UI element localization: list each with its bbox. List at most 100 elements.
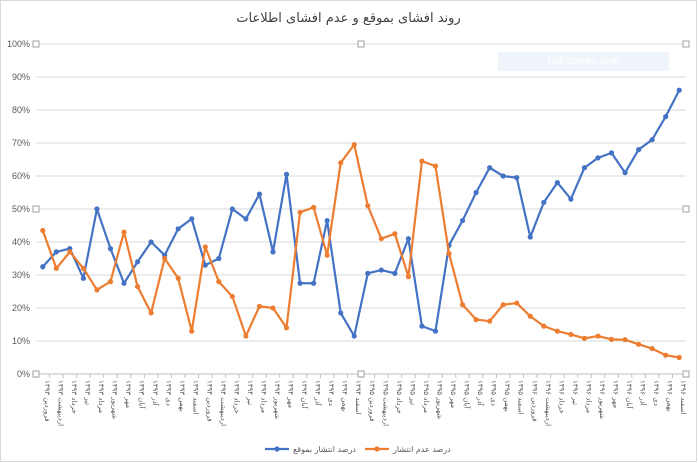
data-point-1 (270, 305, 276, 311)
data-point-0 (80, 275, 86, 281)
y-tick-label: 0% (17, 369, 30, 379)
data-point-1 (175, 275, 181, 281)
resize-handle[interactable] (357, 370, 365, 378)
data-point-0 (392, 270, 398, 276)
data-point-1 (636, 341, 642, 347)
data-point-1 (134, 283, 141, 290)
data-point-1 (595, 333, 601, 339)
x-tick-label: تیر ۱۳۹۶ (571, 380, 579, 405)
data-point-0 (297, 280, 303, 286)
data-point-0 (40, 264, 46, 270)
x-tick-label: خرداد ۱۳۹۳ (70, 380, 78, 414)
data-point-0 (311, 280, 317, 286)
x-tick-label: اردیبهشت ۱۳۹۳ (56, 380, 64, 426)
y-tick-label: 20% (12, 303, 30, 313)
x-tick-label: تیر ۱۳۹۴ (246, 380, 254, 405)
resize-handle[interactable] (32, 40, 40, 48)
data-point-1 (202, 244, 208, 250)
x-tick-label: مهر ۱۳۹۶ (612, 380, 620, 408)
x-tick-label: آذر ۱۳۹۴ (314, 380, 323, 407)
x-tick-label: بهمن ۱۳۹۶ (666, 380, 674, 412)
x-tick-label: شهریور ۱۳۹۶ (598, 380, 606, 419)
resize-handle[interactable] (682, 40, 690, 48)
y-tick-label: 10% (12, 336, 30, 346)
data-point-1 (121, 229, 127, 235)
resize-handle[interactable] (357, 40, 365, 48)
data-point-1 (432, 163, 439, 169)
data-point-0 (189, 216, 195, 222)
data-point-0 (256, 191, 263, 197)
y-tick-label: 50% (12, 204, 30, 214)
x-tick-label: اسفند ۱۳۹۵ (517, 380, 525, 414)
data-point-1 (581, 335, 588, 341)
resize-handle[interactable] (682, 205, 690, 213)
legend-marker-0 (274, 446, 280, 452)
data-point-0 (94, 206, 100, 212)
resize-handle[interactable] (682, 370, 690, 378)
data-point-0 (202, 262, 208, 268)
data-point-0 (229, 206, 235, 212)
data-point-1 (67, 249, 73, 255)
y-tick-label: 80% (12, 105, 30, 115)
data-point-1 (554, 328, 560, 334)
x-tick-label: فروردین ۱۳۹۳ (43, 380, 51, 422)
data-point-1 (283, 325, 290, 331)
data-point-0 (351, 333, 357, 339)
resize-handle[interactable] (32, 205, 40, 213)
data-point-0 (608, 150, 615, 156)
x-tick-label: فروردین ۱۳۹۵ (368, 380, 376, 422)
data-point-0 (473, 189, 479, 196)
data-point-1 (53, 265, 59, 271)
x-tick-label: شهریور ۱۳۹۵ (435, 380, 443, 419)
legend-marker-1 (374, 446, 380, 452)
x-tick-label: خرداد ۱۳۹۴ (232, 380, 240, 414)
data-point-1 (256, 303, 263, 309)
data-point-1 (80, 265, 86, 271)
data-point-0 (554, 180, 560, 186)
x-tick-label: مهر ۱۳۹۴ (287, 380, 295, 408)
x-tick-label: فروردین ۱۳۹۴ (205, 380, 213, 422)
x-tick-label: بهمن ۱۳۹۵ (503, 380, 511, 412)
data-point-1 (392, 231, 398, 237)
x-tick-label: آذر ۱۳۹۳ (151, 380, 160, 407)
data-point-0 (378, 267, 384, 273)
data-point-1 (622, 337, 628, 343)
data-point-1 (446, 250, 452, 257)
x-tick-label: اردیبهشت ۱۳۹۵ (381, 380, 389, 426)
y-tick-label: 70% (12, 138, 30, 148)
data-point-1 (216, 279, 222, 285)
data-point-1 (541, 323, 547, 329)
data-point-1 (527, 313, 533, 319)
data-point-1 (649, 345, 655, 352)
data-point-1 (419, 158, 425, 164)
resize-handle[interactable] (32, 370, 40, 378)
data-point-0 (175, 226, 181, 232)
y-tick-label: 90% (12, 72, 30, 82)
data-point-0 (148, 239, 154, 245)
data-point-1 (148, 310, 154, 316)
x-tick-label: شهریور ۱۳۹۳ (110, 380, 118, 419)
data-point-1 (229, 293, 235, 300)
data-point-0 (636, 147, 642, 153)
x-tick-label: آبان ۱۳۹۴ (300, 380, 309, 409)
data-point-1 (676, 354, 682, 361)
data-point-1 (473, 316, 479, 323)
data-point-0 (419, 323, 425, 329)
y-tick-label: 40% (12, 237, 30, 247)
x-tick-label: اسفند ۱۳۹۶ (679, 380, 687, 414)
x-tick-label: دی ۱۳۹۵ (490, 380, 498, 406)
data-point-1 (568, 331, 574, 337)
data-point-0 (216, 255, 222, 262)
data-point-0 (500, 173, 506, 179)
data-point-0 (365, 270, 371, 276)
data-point-1 (40, 227, 46, 234)
snip-overlay[interactable]: Full-screen Snip (498, 52, 669, 71)
data-point-1 (107, 279, 114, 285)
data-point-1 (94, 287, 100, 293)
y-tick-label: 30% (12, 270, 30, 280)
x-tick-label: تیر ۱۳۹۳ (83, 380, 91, 405)
x-tick-label: مرداد ۱۳۹۳ (97, 380, 105, 413)
x-tick-label: آبان ۱۳۹۶ (625, 380, 634, 409)
data-point-1 (378, 236, 384, 242)
x-tick-label: دی ۱۳۹۴ (327, 380, 335, 406)
